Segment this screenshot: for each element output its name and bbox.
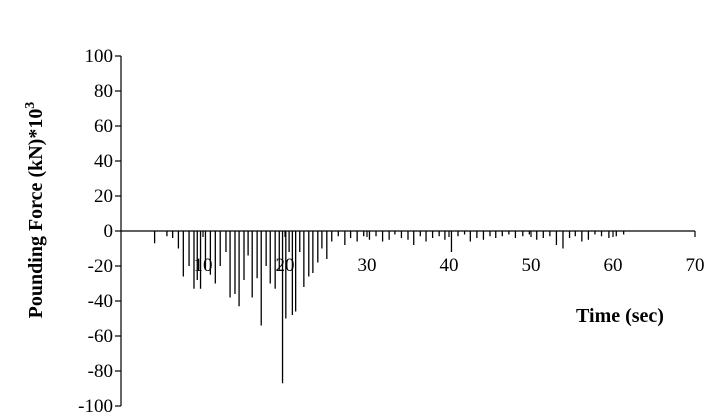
y-tick-label: -60 — [88, 326, 113, 347]
x-tick-label: 60 — [604, 255, 623, 276]
y-axis-ticks: 100 80 60 40 20 0 -20 -40 -60 -80 -100 — [78, 46, 121, 414]
y-tick-label: 40 — [94, 151, 113, 172]
x-tick-label: 30 — [358, 255, 377, 276]
y-tick-label: 80 — [94, 81, 113, 102]
x-tick-label: 40 — [440, 255, 459, 276]
x-tick-label: 20 — [276, 255, 295, 276]
y-tick-label: 20 — [94, 186, 113, 207]
y-tick-label: 0 — [104, 221, 114, 242]
x-tick-label: 10 — [194, 255, 213, 276]
y-tick-label: 60 — [94, 116, 113, 137]
y-axis-title-exponent: 3 — [23, 102, 38, 109]
y-tick-label: -20 — [88, 256, 113, 277]
x-axis-ticks: 10 20 30 40 50 60 70 — [194, 231, 705, 276]
y-axis-title-main: Pounding Force (kN)*10 — [25, 109, 47, 319]
y-tick-label: -80 — [88, 361, 113, 382]
x-tick-label: 50 — [522, 255, 541, 276]
x-tick-label: 70 — [686, 255, 705, 276]
y-tick-label: 100 — [85, 46, 114, 67]
force-spikes — [153, 231, 625, 384]
y-tick-label: -40 — [88, 291, 113, 312]
x-axis-title: Time (sec) — [576, 305, 664, 327]
y-tick-label: -100 — [78, 396, 113, 414]
y-axis-title: Pounding Force (kN)*103 — [23, 102, 47, 319]
